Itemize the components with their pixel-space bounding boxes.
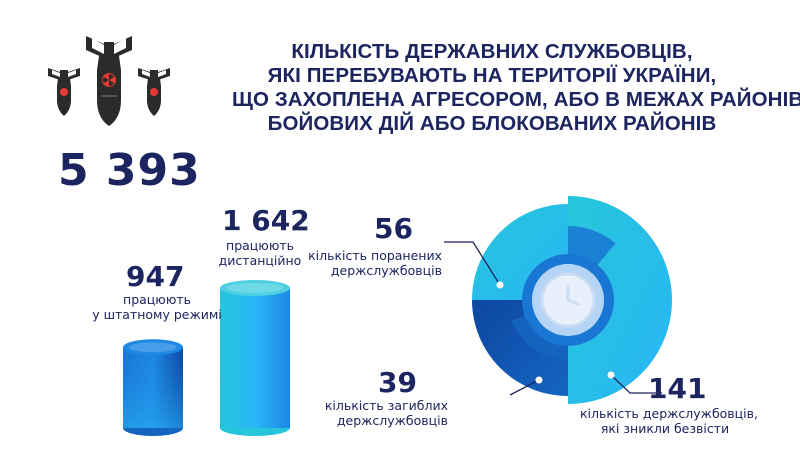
- bar-chart: [123, 280, 290, 436]
- connector-missing: [610, 374, 662, 394]
- bar-1: [220, 280, 290, 436]
- bar-category-label: працюють дистанційно: [200, 238, 320, 268]
- title-line: БОЙОВИХ ДІЙ АБО БЛОКОВАНИХ РАЙОНІВ: [267, 112, 717, 135]
- pie-connectors: [444, 241, 662, 396]
- clock-hands: [566, 284, 580, 306]
- pie-category-label: кількість поранених держслужбовців: [300, 248, 442, 278]
- bar-0: [123, 339, 183, 436]
- connector-wounded: [444, 241, 501, 286]
- label-line: у штатному режимі: [92, 307, 222, 322]
- bomb-icon: [86, 36, 132, 126]
- label-line: кількість держслужбовців,: [580, 406, 758, 421]
- label-line: держслужбовців: [330, 263, 442, 278]
- label-line: держслужбовців: [336, 413, 448, 428]
- pie-category-label: кількість загиблих держслужбовців: [300, 398, 448, 428]
- label-line: працюють: [123, 292, 191, 307]
- pie-value-label: 141: [648, 372, 707, 405]
- bar-value-label: 1 642: [222, 204, 310, 237]
- pie-category-label: кількість держслужбовців, які зникли без…: [580, 406, 758, 436]
- label-line: дистанційно: [218, 253, 302, 268]
- title-line: ЯКІ ПЕРЕБУВАЮТЬ НА ТЕРИТОРІЇ УКРАЇНИ,: [267, 64, 717, 87]
- label-line: працюють: [226, 238, 294, 253]
- total-count: 5 393: [58, 145, 201, 196]
- pie-chart: [472, 196, 672, 404]
- bombs-radiation-icon: [48, 36, 170, 126]
- connector-killed: [509, 379, 540, 396]
- bomb-icon: [138, 68, 170, 116]
- pie-value-label: 39: [378, 366, 417, 399]
- label-line: кількість загиблих: [324, 398, 448, 413]
- bomb-icon: [48, 68, 80, 116]
- title-line: ЩО ЗАХОПЛЕНА АГРЕСОРОМ, АБО В МЕЖАХ РАЙО…: [232, 88, 800, 111]
- title-line: КІЛЬКІСТЬ ДЕРЖАВНИХ СЛУЖБОВЦІВ,: [291, 40, 693, 63]
- label-line: кількість поранених: [308, 248, 442, 263]
- bar-category-label: працюють у штатному режимі: [82, 292, 232, 322]
- bar-value-label: 947: [126, 260, 185, 293]
- pie-value-label: 56: [374, 212, 413, 245]
- page-title: КІЛЬКІСТЬ ДЕРЖАВНИХ СЛУЖБОВЦІВ, ЯКІ ПЕРЕ…: [232, 40, 800, 136]
- label-line: які зникли безвісти: [600, 421, 730, 436]
